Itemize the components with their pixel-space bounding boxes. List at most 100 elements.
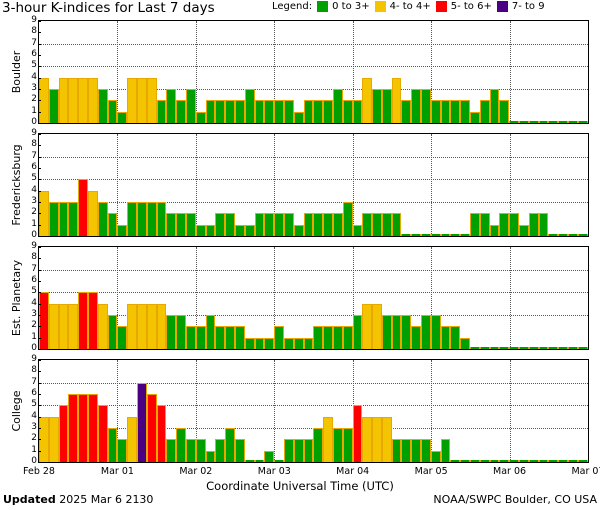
plot-area bbox=[39, 247, 588, 349]
bar bbox=[254, 460, 265, 462]
y-axis-tick-label: 8 bbox=[31, 139, 37, 150]
legend-swatch-yellow bbox=[374, 1, 386, 12]
y-axis-tick-mark bbox=[38, 349, 41, 350]
bar bbox=[519, 224, 529, 236]
bar bbox=[117, 111, 128, 123]
bar bbox=[470, 460, 480, 462]
y-axis-tick-label: 3 bbox=[31, 309, 37, 319]
bar bbox=[332, 326, 343, 349]
y-axis-tick-label: 9 bbox=[31, 241, 37, 251]
bar bbox=[166, 89, 177, 123]
legend-swatch-red bbox=[435, 1, 447, 12]
bar bbox=[509, 121, 520, 123]
bar bbox=[558, 347, 569, 349]
bar bbox=[185, 439, 196, 462]
bar bbox=[293, 337, 304, 349]
bar bbox=[342, 100, 353, 123]
bar bbox=[146, 394, 157, 462]
bar bbox=[185, 89, 196, 123]
gridline-vertical bbox=[509, 360, 511, 462]
bar bbox=[401, 234, 412, 236]
bar bbox=[58, 77, 69, 123]
bar bbox=[548, 347, 559, 349]
y-axis-tick-mark bbox=[38, 55, 41, 56]
x-axis-tick-label: Mar 02 bbox=[179, 466, 213, 477]
bar bbox=[244, 89, 255, 123]
y-axis-tick-label: 7 bbox=[31, 37, 37, 48]
gridline-vertical bbox=[117, 247, 119, 349]
bar bbox=[78, 394, 88, 462]
bar bbox=[479, 347, 490, 349]
bar bbox=[538, 213, 549, 236]
plot-area bbox=[39, 134, 588, 236]
y-axis-tick-mark bbox=[38, 213, 41, 215]
bar bbox=[166, 213, 177, 236]
x-axis-tick-label: Mar 06 bbox=[493, 466, 527, 477]
x-axis-tick-label: Mar 01 bbox=[100, 466, 134, 477]
y-axis-tick-mark bbox=[38, 462, 41, 463]
bar bbox=[509, 460, 520, 462]
bar bbox=[136, 202, 147, 236]
y-axis-tick-label: 7 bbox=[31, 263, 37, 274]
bar bbox=[430, 100, 441, 123]
gridline-vertical bbox=[352, 21, 354, 123]
bar bbox=[215, 439, 226, 462]
plot-area bbox=[39, 21, 588, 123]
bar bbox=[127, 416, 137, 462]
bar bbox=[528, 213, 539, 236]
bar bbox=[166, 439, 177, 462]
bar bbox=[499, 213, 510, 236]
bar bbox=[293, 224, 304, 236]
panel-college: 9 8 7 6 5 4 3 2 1 0 College bbox=[10, 355, 589, 466]
bar bbox=[332, 428, 343, 462]
bar bbox=[411, 326, 422, 349]
bar bbox=[78, 179, 88, 236]
gridline-vertical bbox=[117, 134, 119, 236]
bar bbox=[146, 77, 157, 123]
bar bbox=[352, 100, 363, 123]
bar bbox=[195, 224, 206, 236]
y-axis-tick-label: 3 bbox=[31, 422, 37, 432]
bar bbox=[97, 89, 108, 123]
bar bbox=[313, 213, 324, 236]
y-axis-tick-label: 0 bbox=[31, 456, 37, 466]
y-axis-tick-label: 4 bbox=[31, 184, 37, 195]
y-axis-tick-mark bbox=[38, 111, 41, 113]
bar bbox=[136, 382, 147, 462]
gridline-horizontal bbox=[39, 315, 588, 316]
bar bbox=[372, 213, 382, 236]
y-axis-tick-mark bbox=[38, 439, 41, 441]
y-axis-tick-mark bbox=[38, 292, 41, 294]
bar bbox=[244, 337, 255, 349]
legend-text-purple: 7- to 9 bbox=[511, 1, 545, 12]
y-axis-tick-label: 3 bbox=[31, 83, 37, 93]
page-title: 3-hour K-indices for Last 7 days bbox=[2, 0, 215, 16]
y-axis-tick-mark bbox=[38, 360, 41, 361]
bar bbox=[244, 460, 255, 462]
bar bbox=[519, 347, 529, 349]
bar bbox=[421, 315, 431, 349]
y-axis-tick-label: 2 bbox=[31, 320, 37, 331]
gridline-horizontal bbox=[39, 66, 588, 68]
bar bbox=[499, 100, 510, 123]
y-axis-tick-label: 3 bbox=[31, 196, 37, 206]
bar bbox=[107, 100, 118, 123]
bar bbox=[185, 326, 196, 349]
bar bbox=[127, 303, 137, 349]
bar bbox=[234, 100, 245, 123]
footer-updated-value: 2025 Mar 6 2130 bbox=[59, 493, 154, 506]
y-axis-tick-mark bbox=[38, 123, 41, 124]
y-axis-tick-label: 1 bbox=[31, 444, 37, 455]
bar bbox=[283, 337, 294, 349]
gridline-vertical bbox=[117, 21, 119, 123]
gridline-horizontal bbox=[39, 292, 588, 294]
y-axis-tick-mark bbox=[38, 179, 41, 181]
bar bbox=[205, 315, 216, 349]
y-axis-tick-mark bbox=[38, 168, 41, 169]
y-axis-tick-mark bbox=[38, 43, 41, 45]
y-axis-tick-label: 5 bbox=[31, 286, 37, 297]
bar bbox=[225, 428, 235, 462]
